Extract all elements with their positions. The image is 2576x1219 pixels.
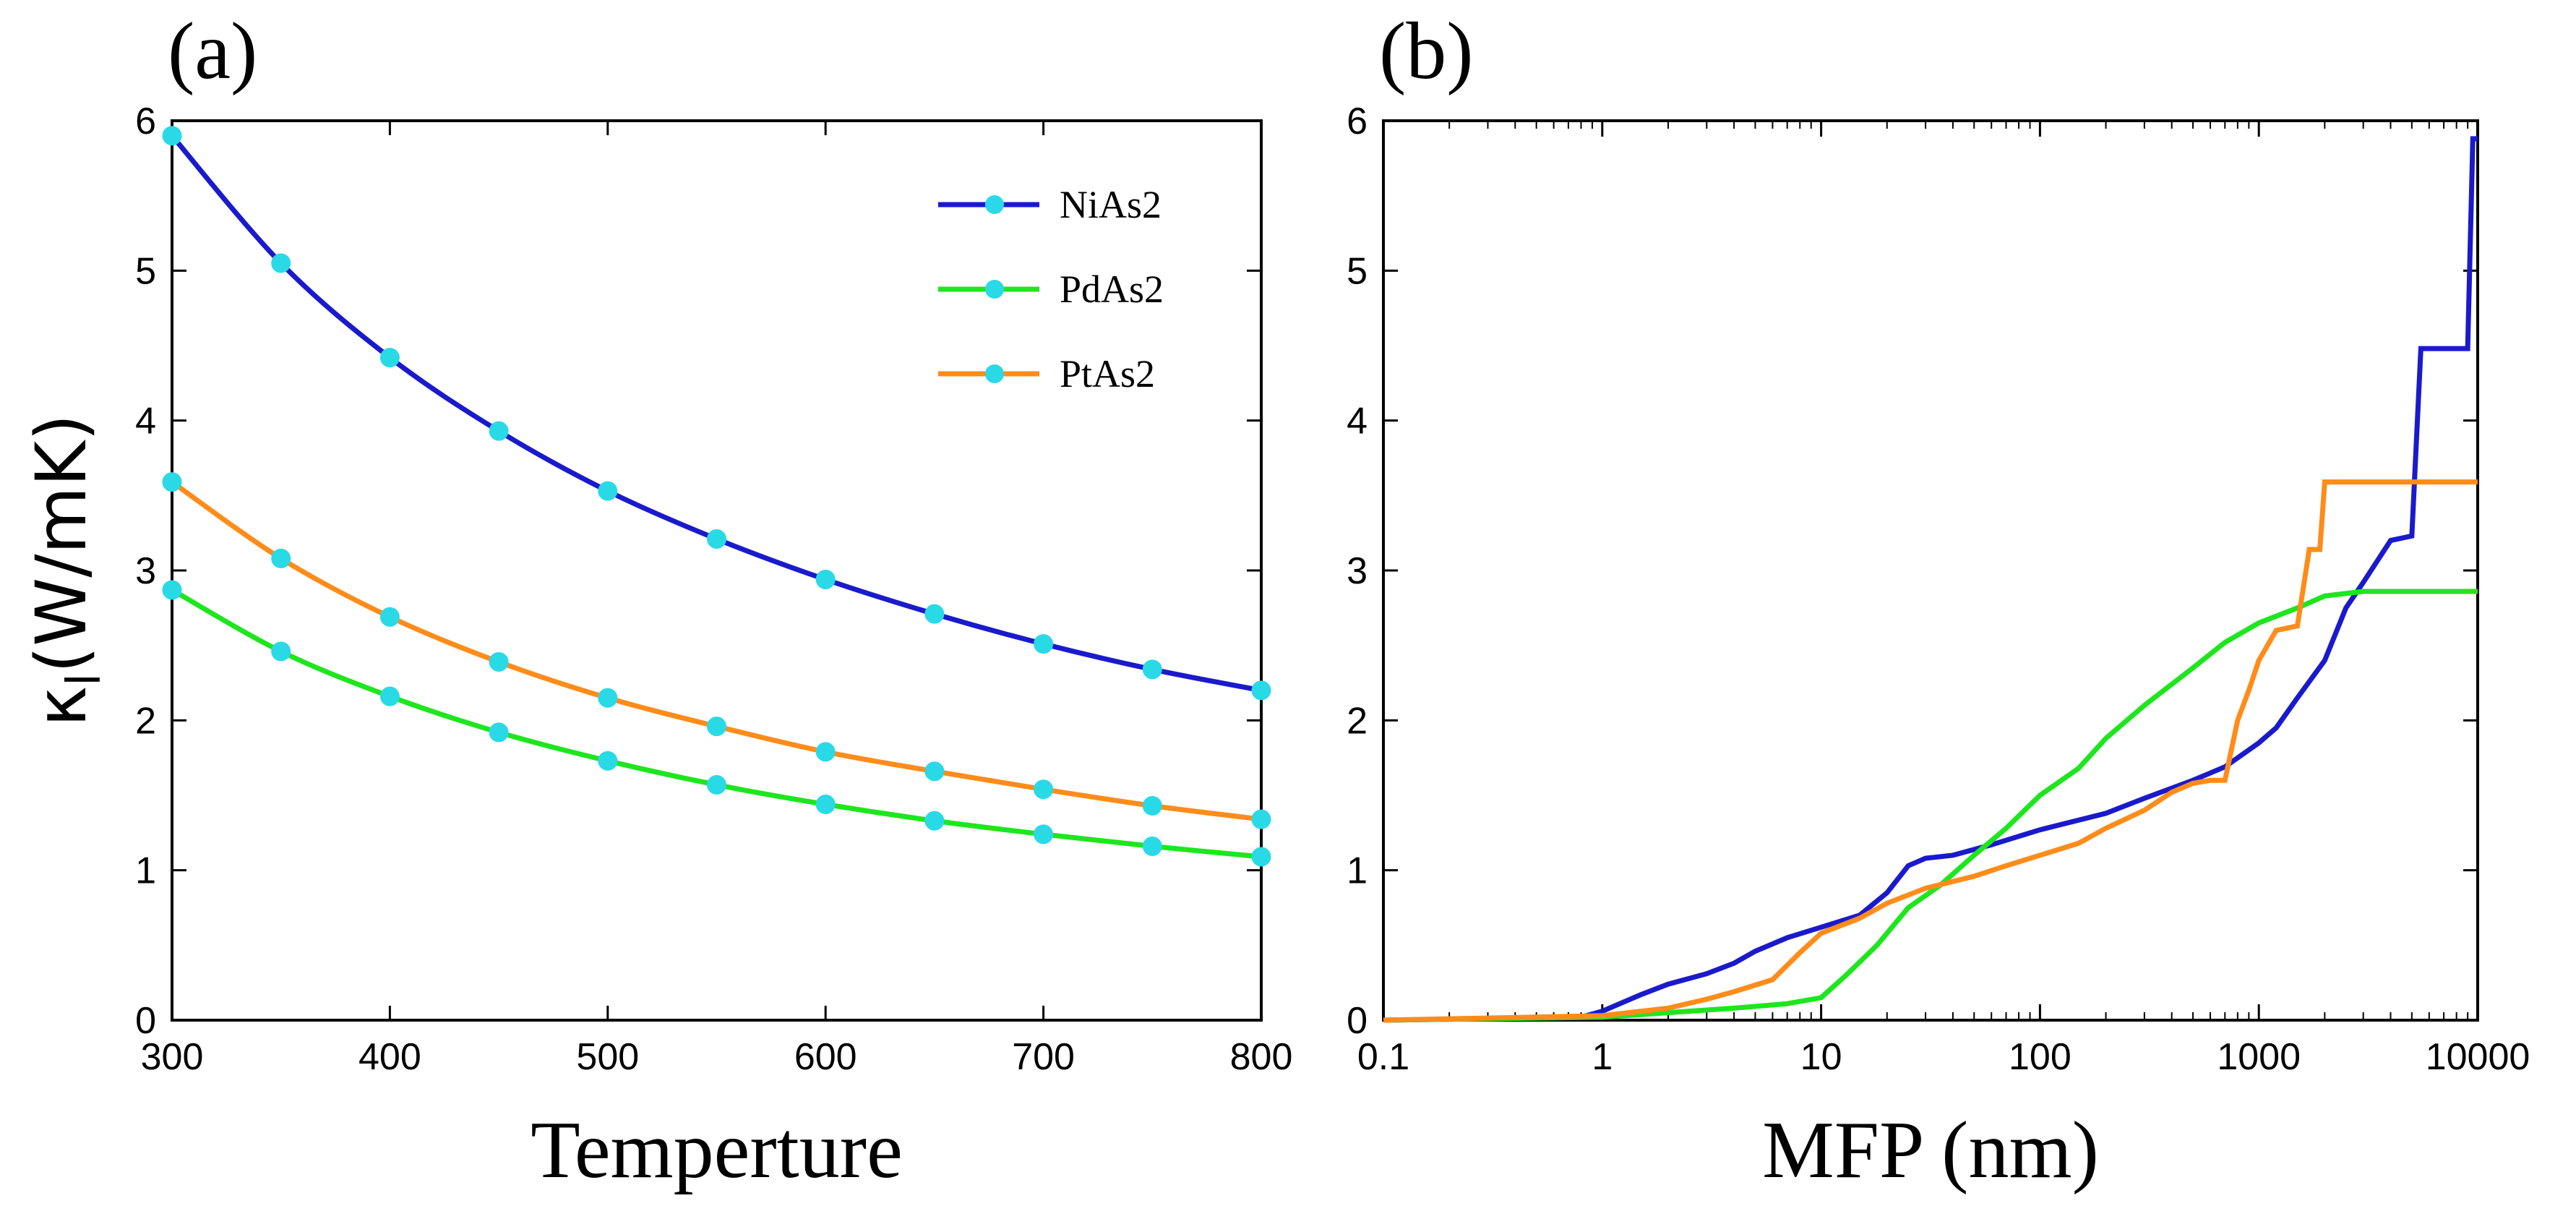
legend-label-PdAs2: PdAs2 <box>1060 268 1164 311</box>
x-tick-label-b: 100 <box>2009 1036 2071 1078</box>
x-axis-title-b: MFP (nm) <box>1762 1105 2099 1195</box>
data-point-NiAs2 <box>379 348 400 368</box>
y-tick-label-b: 1 <box>1347 850 1368 892</box>
data-point-PdAs2 <box>271 641 291 662</box>
y-tick-label-a: 6 <box>135 100 156 142</box>
series-line-NiAs2 <box>170 134 1262 693</box>
data-point-NiAs2 <box>924 604 945 624</box>
legend-marker-PdAs2 <box>985 280 1004 299</box>
data-point-NiAs2 <box>271 253 291 273</box>
series-line-NiAs2 <box>1383 136 2478 1023</box>
data-point-PtAs2 <box>707 717 726 737</box>
data-point-PtAs2 <box>924 761 945 782</box>
data-point-PtAs2 <box>1034 779 1054 800</box>
data-point-PdAs2 <box>598 750 618 771</box>
legend-marker-PtAs2 <box>985 364 1004 383</box>
data-point-NiAs2 <box>1142 659 1162 680</box>
x-tick-label-b: 1 <box>1592 1036 1613 1078</box>
y-tick-label-b: 5 <box>1347 250 1368 292</box>
data-point-PdAs2 <box>815 794 836 814</box>
data-point-PtAs2 <box>162 472 182 492</box>
y-tick-label-a: 5 <box>135 250 156 292</box>
y-axis-unit: (W/mK) <box>21 414 102 674</box>
data-point-PdAs2 <box>1251 847 1271 867</box>
y-tick-label-a: 4 <box>135 401 156 442</box>
data-point-NiAs2 <box>489 421 509 441</box>
x-tick-label-a: 300 <box>141 1036 204 1078</box>
y-tick-label-b: 3 <box>1347 550 1368 592</box>
x-tick-label-b: 1000 <box>2217 1036 2301 1078</box>
y-axis-symbol: κ <box>21 686 102 727</box>
x-tick-label-b: 10 <box>1800 1036 1842 1078</box>
panel-label-a: (a) <box>168 7 257 96</box>
y-tick-label-b: 2 <box>1347 700 1368 742</box>
x-axis-title-a: Temperture <box>531 1105 903 1195</box>
data-point-PdAs2 <box>1142 836 1162 856</box>
plot-frame-a <box>171 119 1263 1022</box>
panel-label-b: (b) <box>1379 7 1474 96</box>
panel-a: 300 400 500 600 700 800 0 1 2 3 4 5 6 Temperture κl(W/… <box>21 7 1292 1195</box>
legend-marker-NiAs2 <box>985 195 1004 214</box>
series-line-PdAs2 <box>1383 589 2478 1023</box>
data-point-PtAs2 <box>1142 796 1162 816</box>
data-point-PtAs2 <box>815 742 836 762</box>
panel-b: 0.1 1 10 100 1000 10000 0 1 2 3 4 5 6 MFP (nm) (b) <box>1347 7 2530 1195</box>
data-point-PdAs2 <box>924 810 945 831</box>
data-point-PtAs2 <box>598 688 618 708</box>
x-tick-label-a: 500 <box>576 1036 639 1078</box>
y-tick-label-b: 6 <box>1347 100 1368 142</box>
y-axis-title-a: κl(W/mK) <box>21 414 111 727</box>
x-tick-label-a: 600 <box>794 1036 857 1078</box>
data-point-NiAs2 <box>1034 634 1054 654</box>
x-tick-label-a: 800 <box>1230 1036 1293 1078</box>
x-tick-label-a: 400 <box>359 1036 421 1078</box>
y-tick-label-b: 0 <box>1347 1000 1368 1042</box>
legend-label-PtAs2: PtAs2 <box>1060 352 1155 395</box>
data-point-PdAs2 <box>707 774 726 795</box>
y-tick-label-a: 3 <box>135 550 156 592</box>
data-point-NiAs2 <box>162 126 182 146</box>
data-point-PdAs2 <box>162 580 182 600</box>
data-point-NiAs2 <box>707 529 726 549</box>
x-tick-label-b: 10000 <box>2426 1036 2530 1078</box>
data-point-PtAs2 <box>489 651 509 672</box>
data-point-PdAs2 <box>379 686 400 706</box>
x-tick-label-b: 0.1 <box>1357 1036 1409 1078</box>
data-point-NiAs2 <box>1251 680 1271 701</box>
legend-label-NiAs2: NiAs2 <box>1060 183 1162 226</box>
y-tick-label-a: 1 <box>135 850 156 892</box>
data-point-PtAs2 <box>271 548 291 568</box>
data-point-NiAs2 <box>815 569 836 589</box>
y-axis-subscript: l <box>58 673 111 686</box>
x-tick-label-a: 700 <box>1012 1036 1075 1078</box>
y-tick-label-b: 4 <box>1347 401 1368 442</box>
data-point-PdAs2 <box>1034 824 1054 844</box>
data-point-PtAs2 <box>1251 809 1271 829</box>
y-tick-label-a: 0 <box>135 1000 156 1042</box>
data-point-PtAs2 <box>379 607 400 627</box>
series-line-PtAs2 <box>1383 479 2478 1023</box>
y-tick-label-a: 2 <box>135 700 156 742</box>
data-point-NiAs2 <box>598 481 618 501</box>
data-point-PdAs2 <box>489 722 509 743</box>
